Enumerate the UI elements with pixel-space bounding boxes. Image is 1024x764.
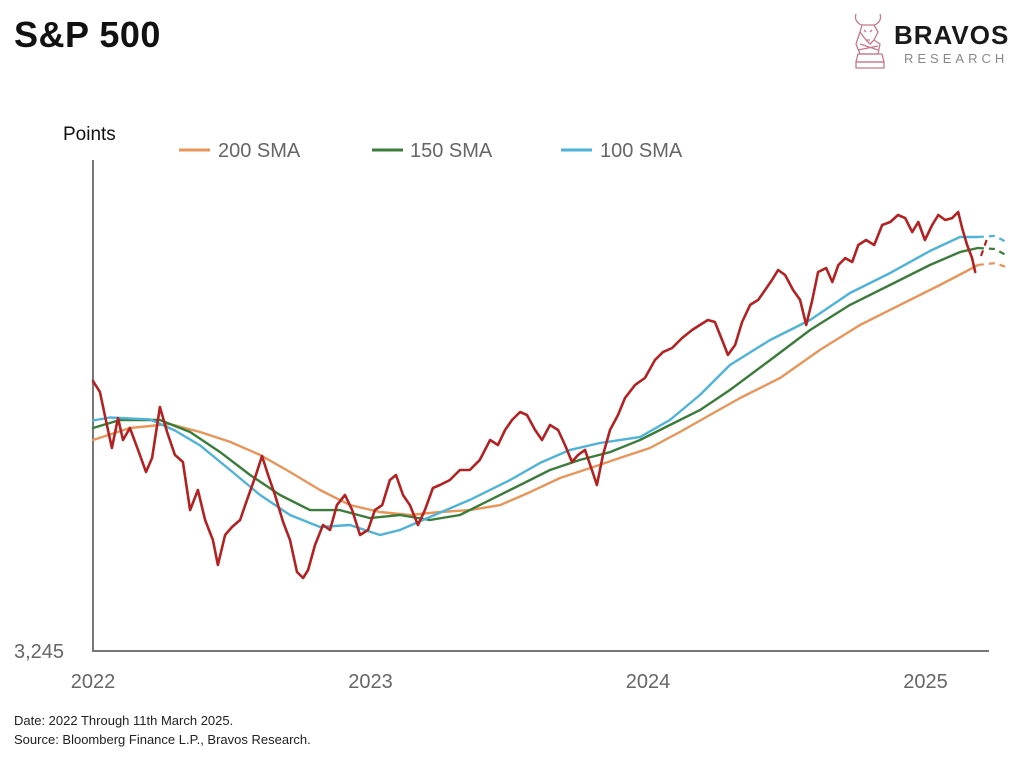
logo-brand: BRAVOS bbox=[894, 20, 1010, 50]
series-line-150-sma bbox=[91, 246, 980, 522]
bull-knight-icon bbox=[854, 13, 885, 69]
y-tick-label: 3,245 bbox=[14, 641, 64, 663]
legend-label-100-sma: 100 SMA bbox=[600, 140, 683, 162]
date-note: Date: 2022 Through 11th March 2025. bbox=[14, 713, 234, 728]
x-tick-label: 2022 bbox=[71, 671, 116, 693]
bravos-logo: BRAVOS RESEARCH bbox=[848, 10, 1018, 80]
y-axis-label: Points bbox=[63, 124, 116, 145]
legend-label-200-sma: 200 SMA bbox=[218, 140, 301, 162]
projection-line-200-sma-projection bbox=[977, 261, 1007, 269]
projection-line-150-sma-projection bbox=[977, 246, 1007, 257]
page-title: S&P 500 bbox=[14, 14, 161, 55]
footer: Date: 2022 Through 11th March 2025. Sour… bbox=[14, 711, 311, 749]
x-tick-label: 2024 bbox=[626, 671, 671, 693]
x-tick-label: 2025 bbox=[903, 671, 948, 693]
legend: 200 SMA 150 SMA 100 SMA bbox=[179, 140, 683, 162]
x-tick-label: 2023 bbox=[348, 671, 393, 693]
projection-line-s-p-500-projection bbox=[979, 235, 989, 257]
source-note: Source: Bloomberg Finance L.P., Bravos R… bbox=[14, 732, 311, 747]
projection-line-100-sma-projection bbox=[977, 234, 1007, 243]
logo-subtitle: RESEARCH bbox=[904, 51, 1009, 66]
legend-label-150-sma: 150 SMA bbox=[410, 140, 493, 162]
series-line-s-p-500 bbox=[91, 210, 977, 580]
series-line-200-sma bbox=[91, 263, 980, 517]
series-line-100-sma bbox=[91, 235, 980, 537]
